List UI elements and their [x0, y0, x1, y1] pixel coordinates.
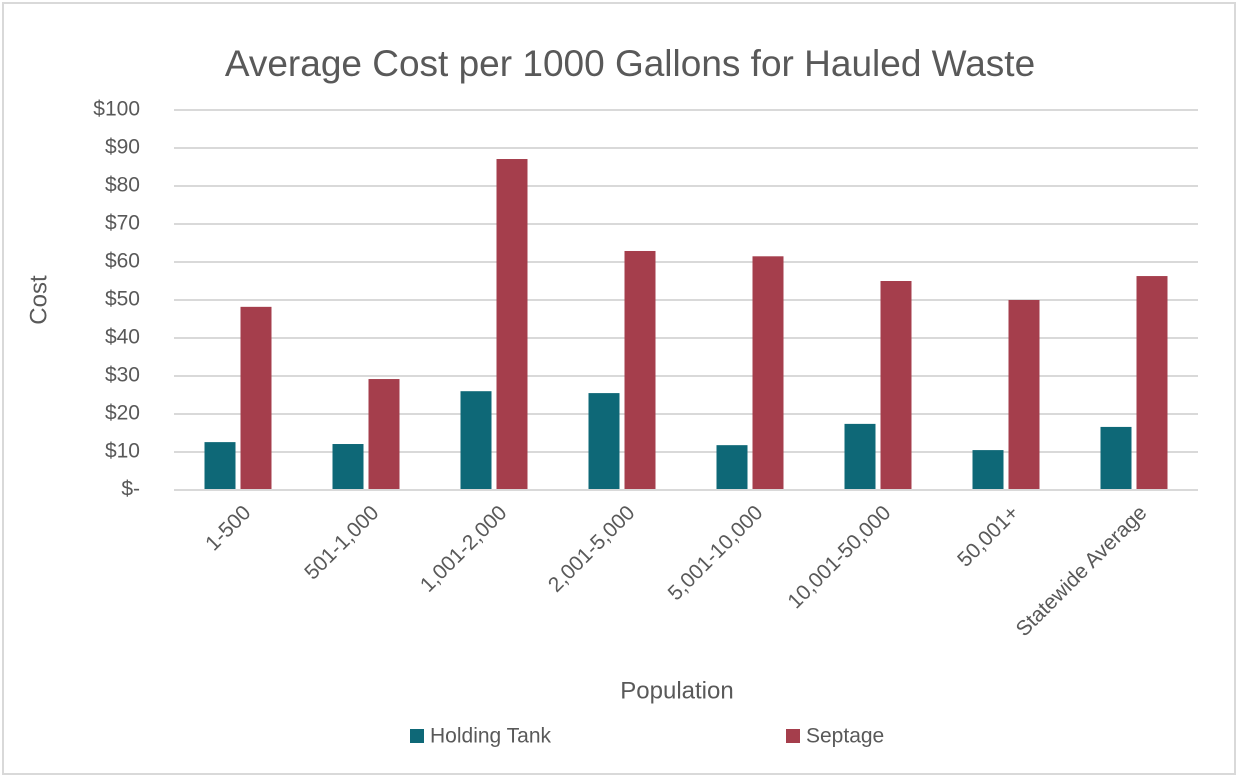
bar [1008, 300, 1040, 490]
bar [716, 445, 748, 490]
bar [1136, 276, 1168, 490]
bar [368, 379, 400, 490]
y-tick-label: $10 [105, 440, 140, 463]
y-tick-label: $80 [105, 174, 140, 197]
bar [1100, 426, 1132, 490]
bar [460, 391, 492, 490]
y-tick-label: $40 [105, 326, 140, 349]
y-axis-title: Cost [25, 275, 52, 325]
bar [588, 393, 620, 490]
y-tick-label: $50 [105, 288, 140, 311]
bar [752, 256, 784, 490]
y-tick-label: $100 [93, 98, 140, 121]
bar [624, 250, 656, 490]
legend-swatch [410, 729, 424, 743]
y-tick-label: $90 [105, 136, 140, 159]
bar [844, 423, 876, 490]
y-tick-label: $70 [105, 212, 140, 235]
bar [204, 442, 236, 490]
bar [332, 444, 364, 490]
y-tick-label: $20 [105, 402, 140, 425]
bar [496, 159, 528, 490]
bar [972, 450, 1004, 490]
legend-label: Holding Tank [430, 725, 552, 748]
y-tick-label: $- [121, 478, 140, 501]
bar [240, 306, 272, 490]
x-axis-title: Population [620, 677, 733, 704]
legend-label: Septage [806, 725, 884, 748]
legend-swatch [786, 729, 800, 743]
y-tick-label: $30 [105, 364, 140, 387]
bar [880, 281, 912, 490]
chart-title: Average Cost per 1000 Gallons for Hauled… [225, 43, 1035, 84]
y-tick-label: $60 [105, 250, 140, 273]
